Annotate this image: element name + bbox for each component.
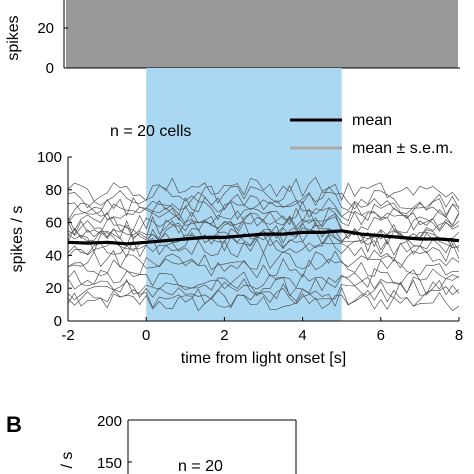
histogram-bar [66,0,458,68]
y-tick-label: 20 [45,280,62,297]
cell-trace [67,274,460,297]
panel-b: B 200 150 n = 20 / s [6,412,297,474]
top-ytick-label-0: 0 [46,60,54,77]
x-axis-label: time from light onset [s] [181,350,346,367]
x-tick-label: 0 [142,327,150,344]
cell-trace [67,237,460,263]
mean-line [67,229,460,246]
cell-trace [67,219,460,244]
cell-trace [67,210,460,236]
cell-count-note: n = 20 cells [110,123,191,140]
y-axis-label: spikes / s [9,206,26,273]
legend: mean mean ± s.e.m. [290,112,453,157]
y-tick-label: 60 [45,215,62,232]
y-tick-label: 100 [37,149,62,166]
panel-b-ytick-label-150: 150 [97,455,122,472]
x-tick-label: -2 [61,327,74,344]
legend-mean-label: mean [352,112,392,129]
panel-b-y-axis-label: / s [59,452,76,469]
cell-trace [67,279,460,302]
cell-trace [67,256,460,279]
legend-sem-label: mean ± s.e.m. [352,140,453,157]
cell-trace [67,184,460,210]
top-panel: 20 0 spikes [5,0,460,77]
top-y-axis-label: spikes [5,15,22,60]
panel-b-ytick-label-200: 200 [97,413,122,430]
y-tick-label: 80 [45,182,62,199]
panel-b-letter: B [6,412,22,437]
cell-trace [67,268,460,290]
top-ytick-label-20: 20 [37,20,54,37]
x-tick-label: 8 [455,327,463,344]
y-tick-label: 40 [45,247,62,264]
main-panel: n = 20 cells mean mean ± s.e.m. 02040608… [9,68,463,367]
x-tick-label: 2 [220,327,228,344]
y-tick-label: 0 [54,313,62,330]
cell-trace [67,176,460,202]
cell-trace [67,200,460,226]
cell-trace [67,207,460,232]
cell-traces [67,176,460,312]
cell-trace [67,286,460,309]
x-tick-label: 6 [377,327,385,344]
panel-b-note: n = 20 [178,458,223,474]
x-tick-label: 4 [298,327,306,344]
cell-trace [67,196,460,222]
cell-trace [67,191,460,217]
